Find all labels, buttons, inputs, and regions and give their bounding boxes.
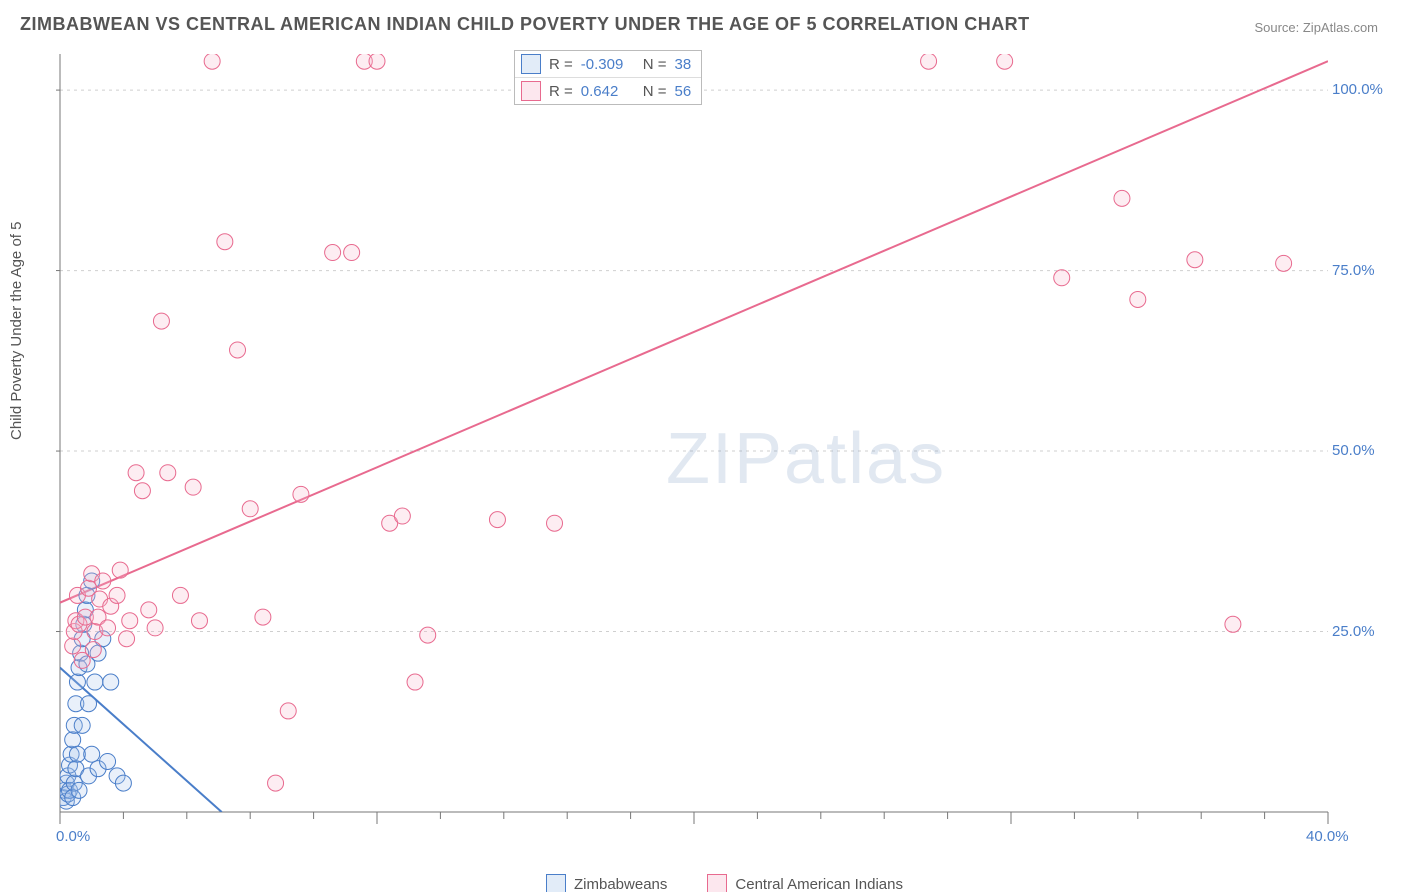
- y-tick-label: 25.0%: [1332, 623, 1375, 640]
- n-label: N =: [643, 83, 667, 100]
- r-value: -0.309: [581, 56, 635, 73]
- x-tick-label: 0.0%: [56, 828, 90, 845]
- legend-label: Zimbabweans: [574, 876, 667, 892]
- y-tick-label: 75.0%: [1332, 262, 1375, 279]
- series-swatch: [521, 54, 541, 74]
- r-value: 0.642: [581, 83, 635, 100]
- plot-svg: [56, 48, 1376, 848]
- y-tick-label: 100.0%: [1332, 81, 1383, 98]
- n-value: 38: [675, 56, 692, 73]
- legend-swatch: [707, 874, 727, 892]
- n-value: 56: [675, 83, 692, 100]
- series-swatch: [521, 81, 541, 101]
- legend-item: Central American Indians: [707, 874, 903, 892]
- correlation-info-box: R = -0.309 N = 38 R = 0.642 N = 56: [514, 50, 702, 105]
- legend-swatch: [546, 874, 566, 892]
- legend-item: Zimbabweans: [546, 874, 667, 892]
- r-label: R =: [549, 56, 573, 73]
- y-tick-label: 50.0%: [1332, 442, 1375, 459]
- n-label: N =: [643, 56, 667, 73]
- chart-title: ZIMBABWEAN VS CENTRAL AMERICAN INDIAN CH…: [20, 14, 1030, 35]
- r-label: R =: [549, 83, 573, 100]
- info-row: R = 0.642 N = 56: [515, 77, 701, 104]
- info-row: R = -0.309 N = 38: [515, 51, 701, 77]
- source-label: Source: ZipAtlas.com: [1254, 20, 1378, 35]
- y-axis-label: Child Poverty Under the Age of 5: [8, 222, 25, 440]
- legend: Zimbabweans Central American Indians: [546, 874, 903, 892]
- x-tick-label: 40.0%: [1306, 828, 1349, 845]
- legend-label: Central American Indians: [735, 876, 903, 892]
- scatter-plot: ZIPatlas R =-0.309N =38R =0.642N =56 Zim…: [56, 48, 1376, 848]
